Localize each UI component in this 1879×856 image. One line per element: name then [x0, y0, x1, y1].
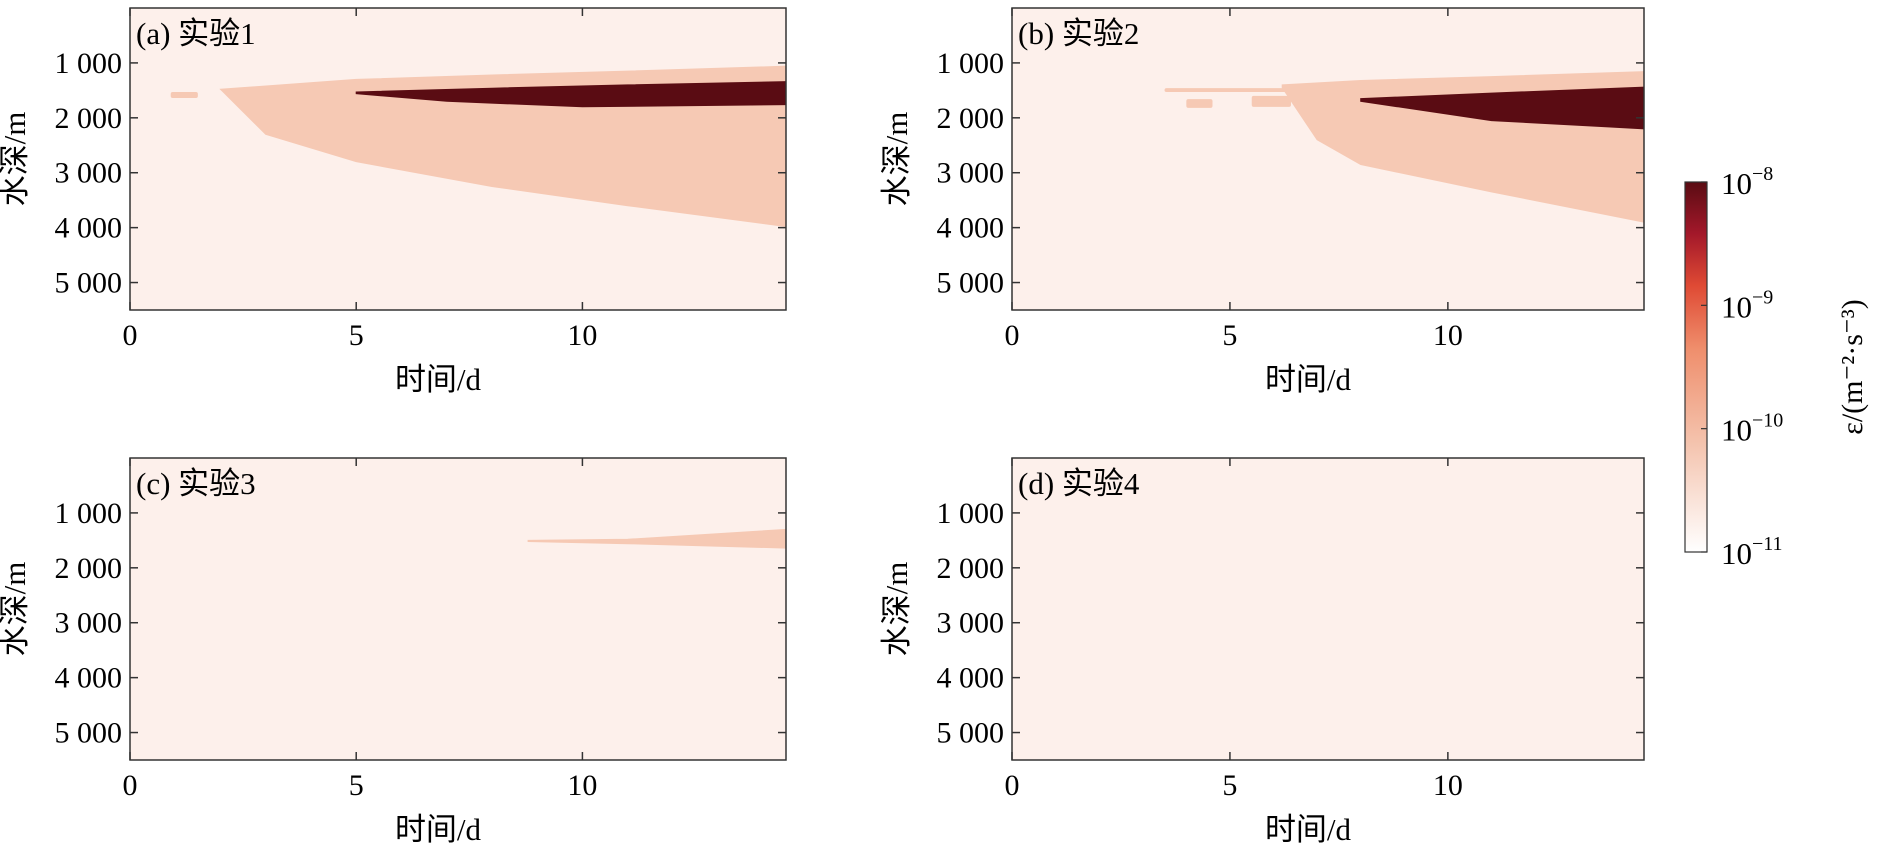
- x-axis-label: 时间/d: [1265, 812, 1352, 847]
- x-tick-label: 5: [349, 769, 364, 802]
- axes-frame: [1011, 457, 1645, 761]
- y-tick-label: 3 000: [937, 607, 1005, 640]
- y-tick-label: 3 000: [55, 607, 123, 640]
- x-tick-label: 10: [1433, 769, 1463, 802]
- x-tick-label: 10: [567, 319, 597, 352]
- axes-frame: [129, 7, 787, 311]
- y-tick-label: 5 000: [55, 267, 123, 300]
- x-tick-label: 10: [1433, 319, 1463, 352]
- y-tick-label: 3 000: [937, 157, 1005, 190]
- y-tick-label: 5 000: [55, 717, 123, 750]
- y-tick-label: 5 000: [937, 267, 1005, 300]
- x-tick-label: 0: [1005, 319, 1020, 352]
- x-axis-label: 时间/d: [395, 812, 482, 847]
- x-tick-label: 0: [123, 769, 138, 802]
- x-tick-label: 5: [1222, 769, 1237, 802]
- panel-label: (b) 实验2: [1018, 16, 1139, 51]
- panel-label: (a) 实验1: [136, 16, 256, 51]
- x-tick-label: 5: [1222, 319, 1237, 352]
- y-axis-label: 水深/m: [879, 562, 914, 657]
- y-tick-label: 4 000: [55, 212, 123, 245]
- y-axis-label: 水深/m: [0, 112, 32, 207]
- y-tick-label: 3 000: [55, 157, 123, 190]
- y-axis-label: 水深/m: [0, 562, 32, 657]
- colorbar-tick-label: 10−11: [1721, 533, 1783, 571]
- colorbar-gradient: [1685, 182, 1707, 552]
- colorbar-frame: [1684, 181, 1708, 553]
- y-tick-label: 2 000: [55, 102, 123, 135]
- colorbar-tick-label: 10−10: [1721, 410, 1783, 448]
- x-tick-label: 0: [123, 319, 138, 352]
- x-tick-label: 10: [567, 769, 597, 802]
- colorbar: 10−8 10−9 10−10 10−11 ε/(m⁻²·s⁻³): [1684, 163, 1869, 571]
- y-tick-label: 4 000: [55, 662, 123, 695]
- dissipation-region: [1164, 88, 1318, 93]
- x-axis-label: 时间/d: [395, 362, 482, 397]
- y-tick-label: 2 000: [937, 552, 1005, 585]
- y-tick-label: 1 000: [937, 47, 1005, 80]
- colorbar-tick-label: 10−9: [1721, 286, 1773, 324]
- y-tick-label: 4 000: [937, 662, 1005, 695]
- heatmap-background: [130, 458, 786, 760]
- dissipation-region: [1186, 99, 1213, 108]
- dissipation-region: [1251, 95, 1291, 107]
- y-tick-label: 4 000: [937, 212, 1005, 245]
- y-axis-label: 水深/m: [879, 112, 914, 207]
- y-tick-label: 2 000: [55, 552, 123, 585]
- dissipation-region: [170, 92, 198, 99]
- axes-frame: [1011, 7, 1645, 311]
- y-tick-label: 1 000: [55, 47, 123, 80]
- panel-label: (c) 实验3: [136, 466, 256, 501]
- y-tick-label: 1 000: [937, 497, 1005, 530]
- colorbar-tick-label: 10−8: [1721, 163, 1773, 201]
- x-axis-label: 时间/d: [1265, 362, 1352, 397]
- y-tick-label: 2 000: [937, 102, 1005, 135]
- x-tick-label: 5: [349, 319, 364, 352]
- heatmap-background: [1012, 458, 1644, 760]
- colorbar-label: ε/(m⁻²·s⁻³): [1836, 299, 1869, 435]
- axes-frame: [129, 457, 787, 761]
- y-tick-label: 1 000: [55, 497, 123, 530]
- y-tick-label: 5 000: [937, 717, 1005, 750]
- x-tick-label: 0: [1005, 769, 1020, 802]
- panel-label: (d) 实验4: [1018, 466, 1140, 501]
